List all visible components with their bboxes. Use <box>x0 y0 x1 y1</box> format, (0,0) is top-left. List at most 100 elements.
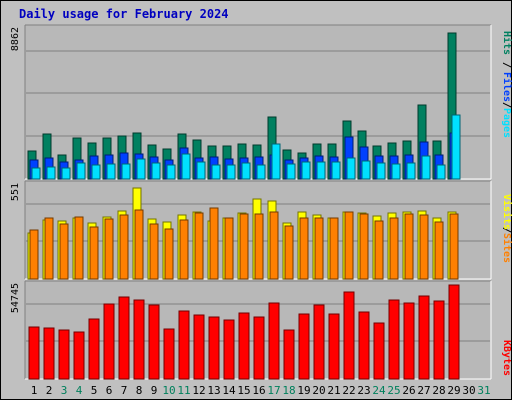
day-label-25: 25 <box>387 384 400 397</box>
bar-pages-day-22 <box>346 157 356 180</box>
bar-pages-day-4 <box>76 162 86 180</box>
bar-pages-day-7 <box>121 163 131 180</box>
bar-pages-day-10 <box>166 164 176 180</box>
bar-kbytes-day-11 <box>178 310 190 380</box>
day-label-24: 24 <box>372 384 386 397</box>
bar-pages-day-2 <box>46 166 56 180</box>
legend-kbytes: KBytes <box>501 340 512 376</box>
bar-pages-day-28 <box>436 164 446 180</box>
bar-sites-day-16 <box>254 213 264 280</box>
bar-kbytes-day-1 <box>28 326 40 380</box>
day-label-12: 12 <box>192 384 205 397</box>
bar-sites-day-28 <box>434 221 444 280</box>
y-max-label: 54745 <box>10 283 21 313</box>
legend-separator: / <box>501 102 512 108</box>
day-label-22: 22 <box>342 384 355 397</box>
bar-pages-day-26 <box>406 162 416 180</box>
legend-pages: Pages <box>501 108 512 138</box>
day-label-3: 3 <box>61 384 68 397</box>
bar-kbytes-day-13 <box>208 316 220 380</box>
bar-sites-day-4 <box>74 216 84 280</box>
day-label-17: 17 <box>267 384 280 397</box>
day-label-9: 9 <box>151 384 158 397</box>
bar-pages-day-16 <box>256 164 266 180</box>
day-label-11: 11 <box>177 384 190 397</box>
day-label-7: 7 <box>121 384 128 397</box>
bar-sites-day-17 <box>269 211 279 280</box>
bar-pages-day-9 <box>151 162 161 180</box>
day-label-5: 5 <box>91 384 98 397</box>
bar-kbytes-day-5 <box>88 318 100 380</box>
bar-sites-day-22 <box>344 211 354 280</box>
bar-kbytes-day-7 <box>118 296 130 380</box>
bar-sites-day-9 <box>149 223 159 280</box>
bar-kbytes-day-25 <box>388 299 400 380</box>
bar-sites-day-3 <box>59 223 69 280</box>
bar-kbytes-day-8 <box>133 299 145 380</box>
day-label-10: 10 <box>162 384 175 397</box>
bar-pages-day-6 <box>106 163 116 180</box>
bar-pages-day-29 <box>451 114 461 180</box>
bar-kbytes-day-23 <box>358 311 370 380</box>
bar-sites-day-14 <box>224 217 234 280</box>
day-label-2: 2 <box>46 384 53 397</box>
bar-pages-day-3 <box>61 167 71 180</box>
day-label-14: 14 <box>222 384 236 397</box>
bar-kbytes-day-21 <box>328 313 340 380</box>
bar-kbytes-day-28 <box>433 300 445 380</box>
bar-pages-day-1 <box>31 167 41 180</box>
bar-sites-day-8 <box>134 209 144 280</box>
day-label-13: 13 <box>207 384 220 397</box>
day-label-29: 29 <box>447 384 460 397</box>
legend-hits: Hits <box>501 31 512 55</box>
bar-sites-day-13 <box>209 207 219 280</box>
bar-sites-day-19 <box>299 217 309 280</box>
bar-sites-day-10 <box>164 228 174 280</box>
bar-sites-day-25 <box>389 217 399 280</box>
day-label-23: 23 <box>357 384 370 397</box>
day-label-19: 19 <box>297 384 310 397</box>
bar-kbytes-day-15 <box>238 312 250 380</box>
bar-pages-day-11 <box>181 153 191 180</box>
day-label-30: 30 <box>462 384 475 397</box>
bar-sites-day-5 <box>89 226 99 280</box>
bar-sites-day-23 <box>359 213 369 280</box>
bar-pages-day-19 <box>301 161 311 180</box>
bar-pages-day-18 <box>286 163 296 180</box>
legend-sites: Sites <box>501 233 512 263</box>
day-label-6: 6 <box>106 384 113 397</box>
bar-kbytes-day-12 <box>193 314 205 380</box>
day-label-28: 28 <box>432 384 445 397</box>
legend-separator: / <box>501 227 512 233</box>
day-label-4: 4 <box>76 384 83 397</box>
day-label-8: 8 <box>136 384 143 397</box>
bar-kbytes-day-22 <box>343 291 355 380</box>
bar-kbytes-day-6 <box>103 303 115 380</box>
bar-kbytes-day-3 <box>58 329 70 380</box>
bar-kbytes-day-4 <box>73 331 85 380</box>
day-label-31: 31 <box>477 384 490 397</box>
legend-separator: / <box>501 62 512 68</box>
chart-title: Daily usage for February 2024 <box>19 7 229 21</box>
bar-kbytes-day-9 <box>148 304 160 380</box>
bar-kbytes-day-19 <box>298 313 310 380</box>
bar-sites-day-11 <box>179 219 189 280</box>
bar-kbytes-day-27 <box>418 295 430 380</box>
day-label-1: 1 <box>31 384 38 397</box>
bar-sites-day-21 <box>329 217 339 280</box>
bar-kbytes-day-24 <box>373 322 385 380</box>
bar-kbytes-day-16 <box>253 316 265 380</box>
bar-kbytes-day-2 <box>43 327 55 380</box>
bar-sites-day-29 <box>449 213 459 280</box>
bar-pages-day-20 <box>316 161 326 180</box>
bar-sites-day-20 <box>314 217 324 280</box>
bar-sites-day-2 <box>44 217 54 280</box>
bar-pages-day-15 <box>241 162 251 180</box>
bar-sites-day-27 <box>419 214 429 280</box>
bar-sites-day-18 <box>284 225 294 280</box>
bar-pages-day-23 <box>361 160 371 180</box>
bar-sites-day-6 <box>104 218 114 280</box>
bar-pages-day-12 <box>196 161 206 180</box>
